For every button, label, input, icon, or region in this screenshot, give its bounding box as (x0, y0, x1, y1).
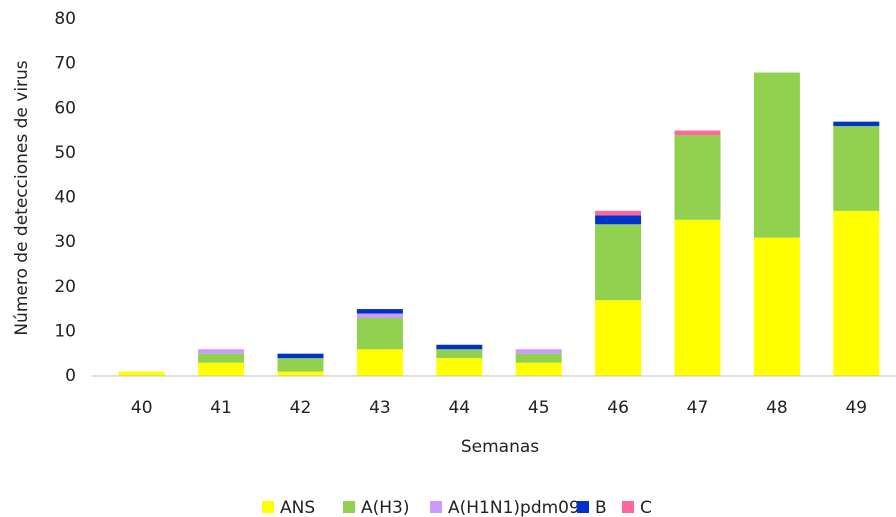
bar-segment (515, 353, 562, 363)
bar-segment (436, 349, 483, 359)
y-tick-label: 0 (65, 366, 76, 386)
bar-segment (595, 300, 642, 376)
bar-segment (595, 215, 642, 225)
bar-segment (674, 135, 721, 220)
bar-segment (356, 309, 403, 314)
y-tick-label: 70 (54, 54, 76, 74)
bar-segment (356, 313, 403, 318)
bar-segment (356, 317, 403, 350)
x-tick-label: 49 (845, 398, 867, 418)
y-tick-label: 50 (54, 143, 76, 163)
x-tick-label: 42 (290, 398, 312, 418)
bar-segment (277, 371, 324, 376)
bar-segment (277, 353, 324, 359)
bar-segment (595, 224, 642, 301)
y-tick-label: 40 (54, 188, 76, 208)
x-tick-label: 40 (131, 398, 153, 418)
bar-segment (198, 353, 245, 363)
legend-swatch (622, 501, 634, 513)
y-tick-label: 20 (54, 277, 76, 297)
bar-segment (515, 362, 562, 376)
x-tick-label: 44 (448, 398, 470, 418)
x-tick-label: 45 (528, 398, 550, 418)
bar-segment (833, 121, 880, 127)
y-tick-label: 80 (54, 9, 76, 29)
legend-label: B (595, 498, 607, 517)
bar-segment (674, 219, 721, 376)
y-axis-title: Número de detecciones de virus (12, 60, 32, 335)
legend-swatch (262, 501, 274, 513)
legend-swatch (430, 501, 442, 513)
bar-segment (198, 362, 245, 376)
x-tick-label: 48 (766, 398, 788, 418)
bar-segment (595, 210, 642, 216)
bar-segment (833, 210, 880, 376)
legend-label: ANS (280, 498, 315, 517)
x-tick-label: 41 (210, 398, 232, 418)
x-tick-label: 43 (369, 398, 391, 418)
legend-swatch (577, 501, 589, 513)
y-tick-label: 10 (54, 321, 76, 341)
bar-segment (356, 349, 403, 376)
legend-swatch (343, 501, 355, 513)
y-tick-label: 30 (54, 232, 76, 252)
legend-label: C (640, 498, 652, 517)
x-axis-title: Semanas (461, 437, 539, 457)
bar-segment (674, 130, 721, 136)
bar-segment (515, 349, 562, 354)
legend-label: A(H1N1)pdm09 (448, 498, 580, 517)
bar-segment (277, 358, 324, 372)
bar-segment (753, 72, 800, 238)
x-tick-label: 46 (607, 398, 629, 418)
bar-segment (118, 371, 165, 376)
bar-segment (198, 349, 245, 354)
legend-label: A(H3) (361, 498, 410, 517)
x-tick-label: 47 (687, 398, 709, 418)
y-tick-label: 60 (54, 98, 76, 118)
bar-segment (753, 237, 800, 376)
bar-segment (436, 358, 483, 376)
bar-segment (436, 344, 483, 350)
bar-segment (833, 126, 880, 211)
